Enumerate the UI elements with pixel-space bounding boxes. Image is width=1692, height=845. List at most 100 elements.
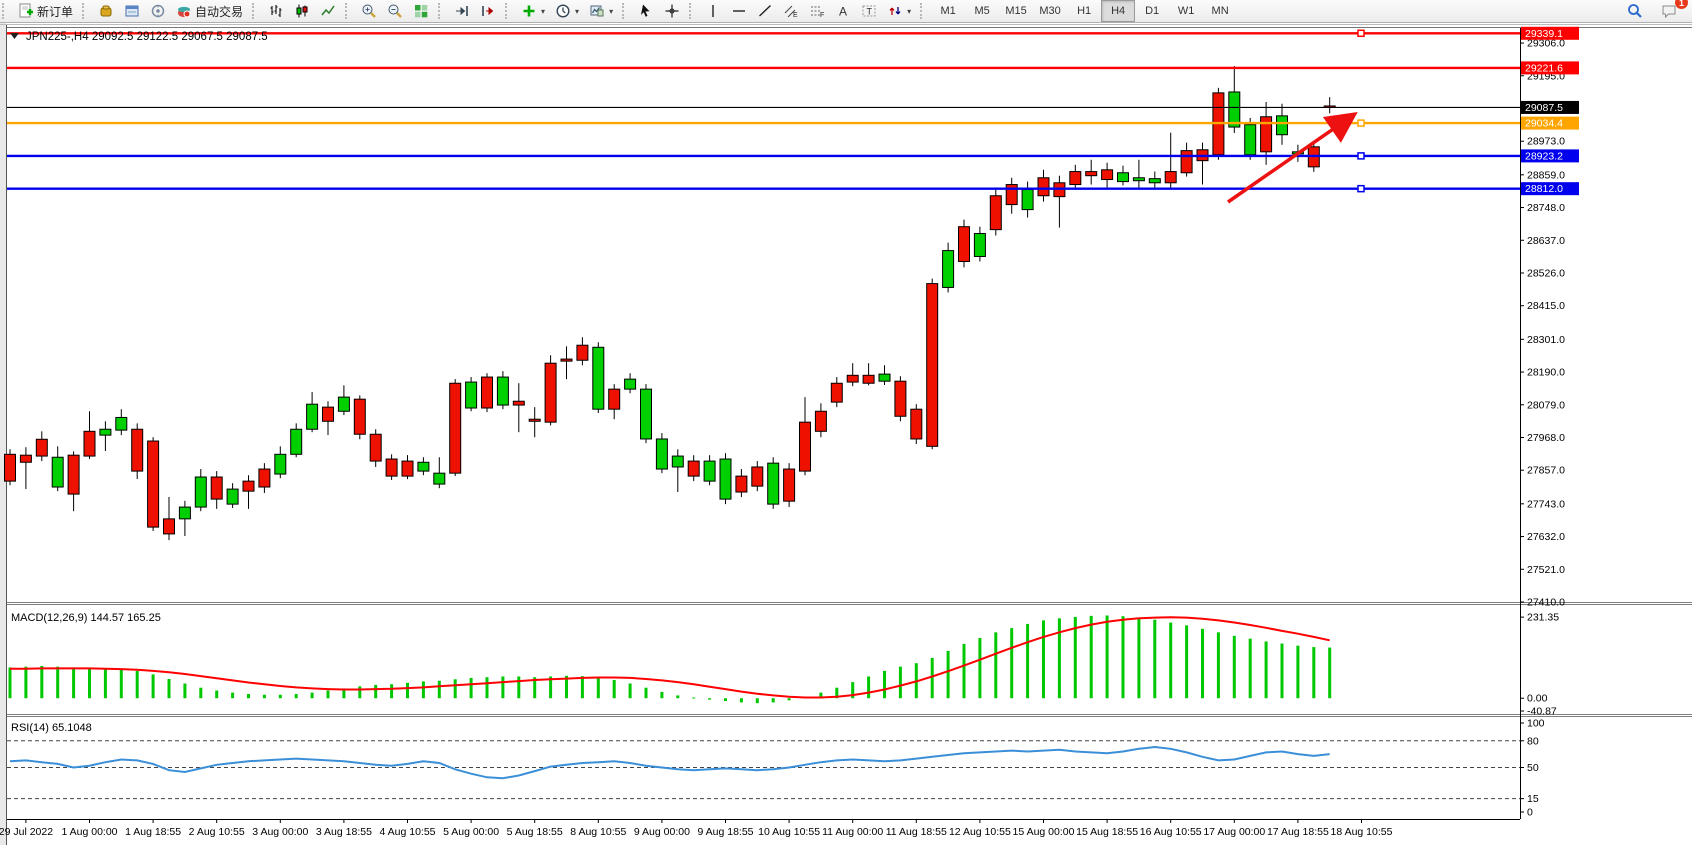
shapes-icon xyxy=(887,3,903,19)
bars-icon xyxy=(268,3,284,19)
toolbar-right: 1 xyxy=(1622,0,1692,22)
time-tick-label: 29 Jul 2022 xyxy=(0,826,53,838)
timeframe-d1-button[interactable]: D1 xyxy=(1145,5,1160,17)
new-order-icon xyxy=(18,3,34,19)
time-tick-label: 18 Aug 10:55 xyxy=(1331,826,1393,838)
toolbar-group: ▾ ▾ ▾ xyxy=(514,0,620,22)
toolbar-grip xyxy=(689,3,696,19)
timeframe-toolbar: M1 M5 M15 M30 H1 H4 D1 W1 MN xyxy=(929,0,1239,22)
auto-trading-icon xyxy=(176,3,192,19)
text-button[interactable]: A xyxy=(830,0,856,22)
auto-trading-button[interactable]: 自动交易 xyxy=(171,0,248,22)
trendline-icon xyxy=(757,3,773,19)
macd-pane: MACD(12,26,9) 144.57 165.25 xyxy=(8,612,1332,704)
timeframe-mn-button[interactable]: MN xyxy=(1211,5,1229,17)
price-badge xyxy=(1521,182,1579,196)
time-tick-label: 8 Aug 10:55 xyxy=(570,826,626,838)
timeframe-h1-button[interactable]: H1 xyxy=(1077,5,1092,17)
timeframe-m15-button[interactable]: M15 xyxy=(1005,5,1027,17)
toolbar-group: E F A T ▾ xyxy=(698,0,918,22)
chevron-down-icon[interactable]: ▾ xyxy=(575,6,580,16)
zoom-in-button[interactable] xyxy=(356,0,382,22)
macd-tick-label: 231.35 xyxy=(1527,612,1559,624)
level-line-handle[interactable] xyxy=(1357,29,1365,38)
toolbar-grip xyxy=(82,3,89,19)
auto-scroll-button[interactable] xyxy=(449,0,475,22)
chevron-down-icon[interactable]: ▾ xyxy=(609,6,614,16)
tile-icon xyxy=(413,3,429,19)
level-line-handle[interactable] xyxy=(1357,119,1365,127)
timeframe-m1-button[interactable]: M1 xyxy=(940,5,956,17)
price-tick-label: 27743.0 xyxy=(1527,498,1565,510)
level-lines xyxy=(7,29,1520,193)
data-window-icon xyxy=(124,3,140,19)
arrow-annotation[interactable] xyxy=(1227,112,1358,204)
new-order-label: 新订单 xyxy=(37,4,74,19)
timeframe-h4-button[interactable]: H4 xyxy=(1101,0,1136,22)
shapes-button[interactable]: ▾ xyxy=(882,0,916,22)
price-badge xyxy=(1521,100,1579,114)
text-label-button[interactable]: T xyxy=(856,0,882,22)
price-badge-label: 29221.6 xyxy=(1525,62,1563,74)
toolbar-group xyxy=(354,0,436,22)
zoom-out-icon xyxy=(387,3,403,19)
search-button[interactable] xyxy=(1622,0,1648,22)
timeframe-m5-button[interactable]: M5 xyxy=(974,5,990,17)
search-icon xyxy=(1627,3,1643,19)
rsi-tick-label: 80 xyxy=(1527,735,1539,747)
price-tick-label: 27521.0 xyxy=(1527,564,1565,576)
macd-tick-label: 0.00 xyxy=(1527,693,1548,705)
time-tick-label: 9 Aug 18:55 xyxy=(697,826,753,838)
navigator-button[interactable] xyxy=(145,0,171,22)
new-order-button[interactable]: 新订单 xyxy=(13,0,78,22)
chevron-down-icon[interactable]: ▾ xyxy=(907,6,912,16)
indicators-icon xyxy=(521,3,537,19)
market-watch-button[interactable] xyxy=(93,0,119,22)
line-chart-mode-button[interactable] xyxy=(315,0,341,22)
templates-button[interactable]: ▾ xyxy=(584,0,618,22)
level-line-handle[interactable] xyxy=(1357,184,1365,193)
candles-icon xyxy=(294,3,310,19)
price-tick-label: 28526.0 xyxy=(1527,267,1565,279)
toolbar-grip xyxy=(345,3,352,19)
time-tick-label: 17 Aug 18:55 xyxy=(1267,826,1329,838)
trendline-button[interactable] xyxy=(752,0,778,22)
data-window-button[interactable] xyxy=(119,0,145,22)
tile-windows-button[interactable] xyxy=(408,0,434,22)
svg-text:F: F xyxy=(820,12,824,19)
fibonacci-button[interactable]: F xyxy=(804,0,830,22)
notification-badge: 1 xyxy=(1675,0,1688,9)
level-line-handle[interactable] xyxy=(1357,152,1365,160)
horizontal-line-button[interactable] xyxy=(726,0,752,22)
time-tick-label: 12 Aug 10:55 xyxy=(949,826,1011,838)
price-axis[interactable]: 29306.029195.028973.028859.028748.028637… xyxy=(1520,26,1579,609)
time-tick-label: 3 Aug 00:00 xyxy=(252,826,308,838)
chevron-down-icon[interactable]: ▾ xyxy=(541,6,546,16)
channel-icon: E xyxy=(783,3,799,19)
timeframe-m30-button[interactable]: M30 xyxy=(1039,5,1061,17)
toolbar-group xyxy=(631,0,687,22)
chart-title-text: JPN225-,H4 29092.5 29122.5 29067.5 29087… xyxy=(26,31,268,43)
indicators-button[interactable]: ▾ xyxy=(516,0,550,22)
crosshair-button[interactable] xyxy=(659,0,685,22)
timeframe-w1-button[interactable]: W1 xyxy=(1177,5,1195,17)
chart-menu-icon[interactable] xyxy=(10,33,19,39)
price-tick-label: 28301.0 xyxy=(1527,334,1565,346)
chart-shift-button[interactable] xyxy=(475,0,501,22)
cursor-button[interactable] xyxy=(633,0,659,22)
price-tick-label: 27410.0 xyxy=(1527,597,1565,609)
zoom-out-button[interactable] xyxy=(382,0,408,22)
price-tick-label: 28973.0 xyxy=(1527,136,1565,148)
equidistant-channel-button[interactable]: E xyxy=(778,0,804,22)
toolbar-grip xyxy=(920,3,927,19)
candlestick-mode-button[interactable] xyxy=(289,0,315,22)
periods-button[interactable]: ▾ xyxy=(550,0,584,22)
bar-chart-mode-button[interactable] xyxy=(263,0,289,22)
time-tick-label: 15 Aug 00:00 xyxy=(1013,826,1075,838)
price-badge xyxy=(1521,116,1579,130)
vertical-line-button[interactable] xyxy=(700,0,726,22)
time-axis[interactable]: 29 Jul 2022 1 Aug 00:00 1 Aug 18:55 2 Aug 1… xyxy=(0,819,1393,838)
price-tick-label: 28859.0 xyxy=(1527,169,1565,181)
chat-button[interactable] xyxy=(1656,0,1682,22)
